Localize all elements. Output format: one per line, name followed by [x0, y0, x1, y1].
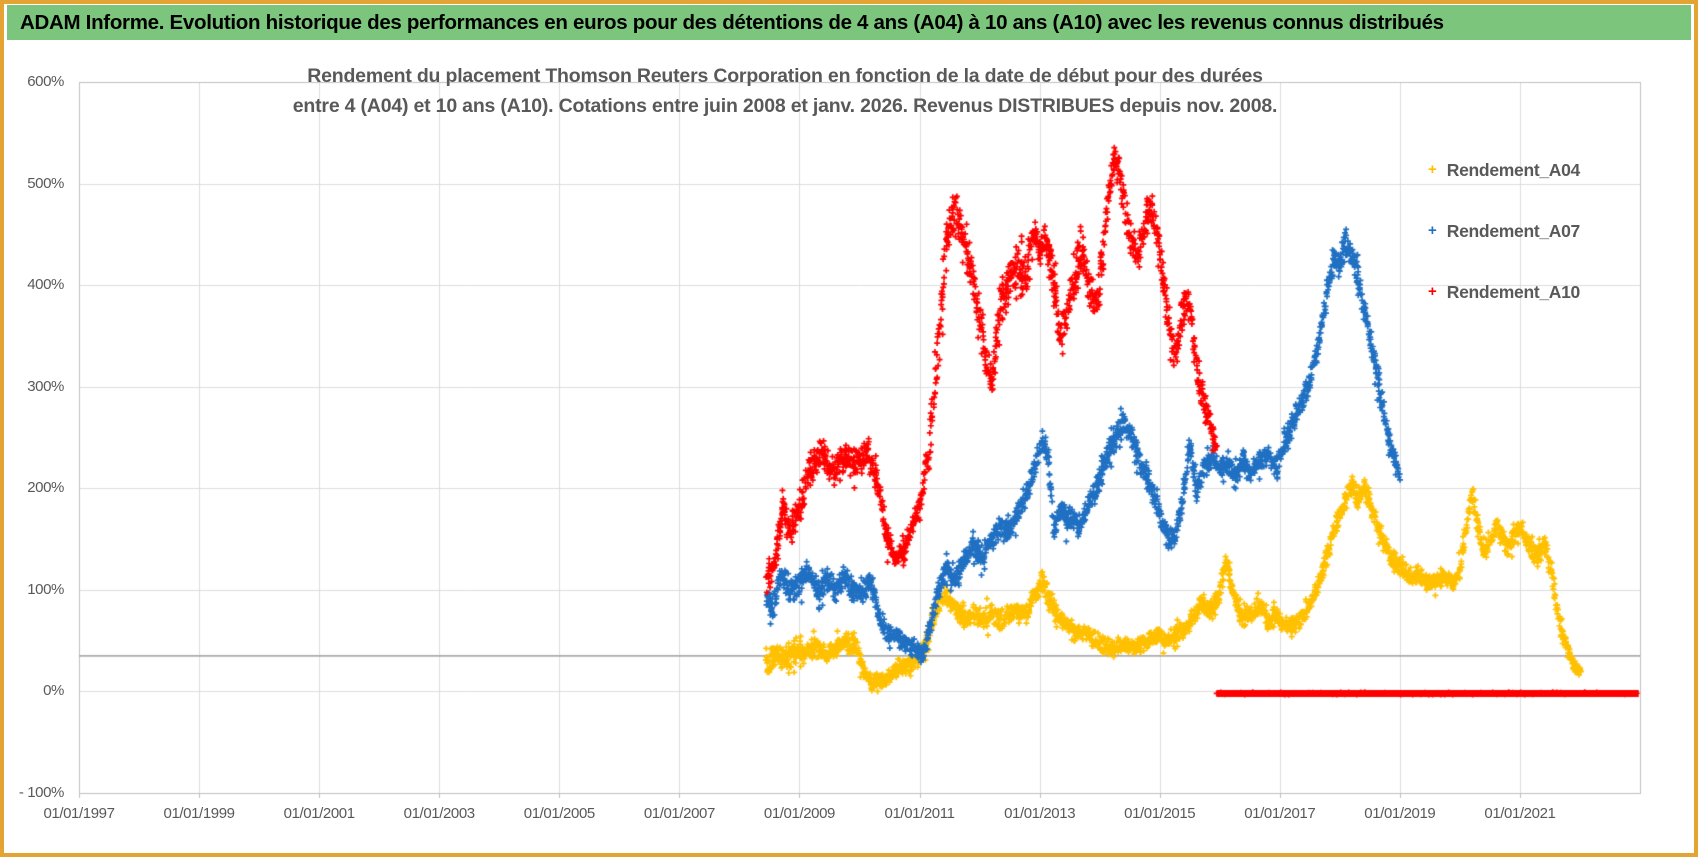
plus-marker-icon: +: [1428, 161, 1437, 178]
x-tick-label: 01/01/1997: [43, 805, 115, 822]
window-title: ADAM Informe. Evolution historique des p…: [20, 11, 1444, 34]
x-tick-label: 01/01/2011: [884, 805, 955, 822]
chart-title-line2: entre 4 (A04) et 10 ans (A10). Cotations…: [292, 95, 1278, 117]
x-tick-label: 01/01/2005: [523, 805, 595, 822]
y-tick-label: - 100%: [18, 784, 65, 801]
x-tick-label: 01/01/2013: [1004, 805, 1076, 822]
chart-title-line1: Rendement du placement Thomson Reuters C…: [307, 65, 1263, 87]
y-tick-label: 0%: [43, 682, 64, 700]
y-tick-label: 200%: [27, 479, 64, 497]
plus-marker-icon: +: [1428, 283, 1437, 300]
legend-label: Rendement_A07: [1446, 220, 1581, 241]
x-tick-label: 01/01/2001: [283, 805, 355, 822]
y-tick-label: 500%: [27, 174, 64, 192]
y-tick-label: 100%: [27, 580, 64, 598]
x-tick-label: 01/01/2019: [1364, 805, 1436, 822]
legend-item-a10: + Rendement_A10: [1428, 280, 1580, 304]
chart-title: Rendement du placement Thomson Reuters C…: [170, 61, 1400, 121]
title-bar: ADAM Informe. Evolution historique des p…: [7, 5, 1691, 40]
x-tick-label: 01/01/2003: [403, 805, 475, 822]
legend-item-a04: + Rendement_A04: [1428, 158, 1580, 182]
x-tick-label: 01/01/2007: [643, 805, 715, 822]
x-tick-label: 01/01/2015: [1124, 805, 1196, 822]
y-tick-label: 600%: [27, 73, 64, 90]
legend-label: Rendement_A10: [1446, 281, 1581, 302]
y-tick-label: 300%: [27, 377, 64, 395]
x-tick-label: 01/01/2017: [1244, 805, 1316, 822]
x-tick-label: 01/01/2009: [763, 805, 835, 822]
x-tick-label: 01/01/2021: [1484, 805, 1556, 822]
x-tick-label: 01/01/1999: [163, 805, 235, 822]
legend-label: Rendement_A04: [1446, 159, 1581, 180]
legend-item-a07: + Rendement_A07: [1428, 219, 1580, 243]
plus-marker-icon: +: [1428, 222, 1437, 239]
y-tick-label: 400%: [27, 276, 64, 294]
